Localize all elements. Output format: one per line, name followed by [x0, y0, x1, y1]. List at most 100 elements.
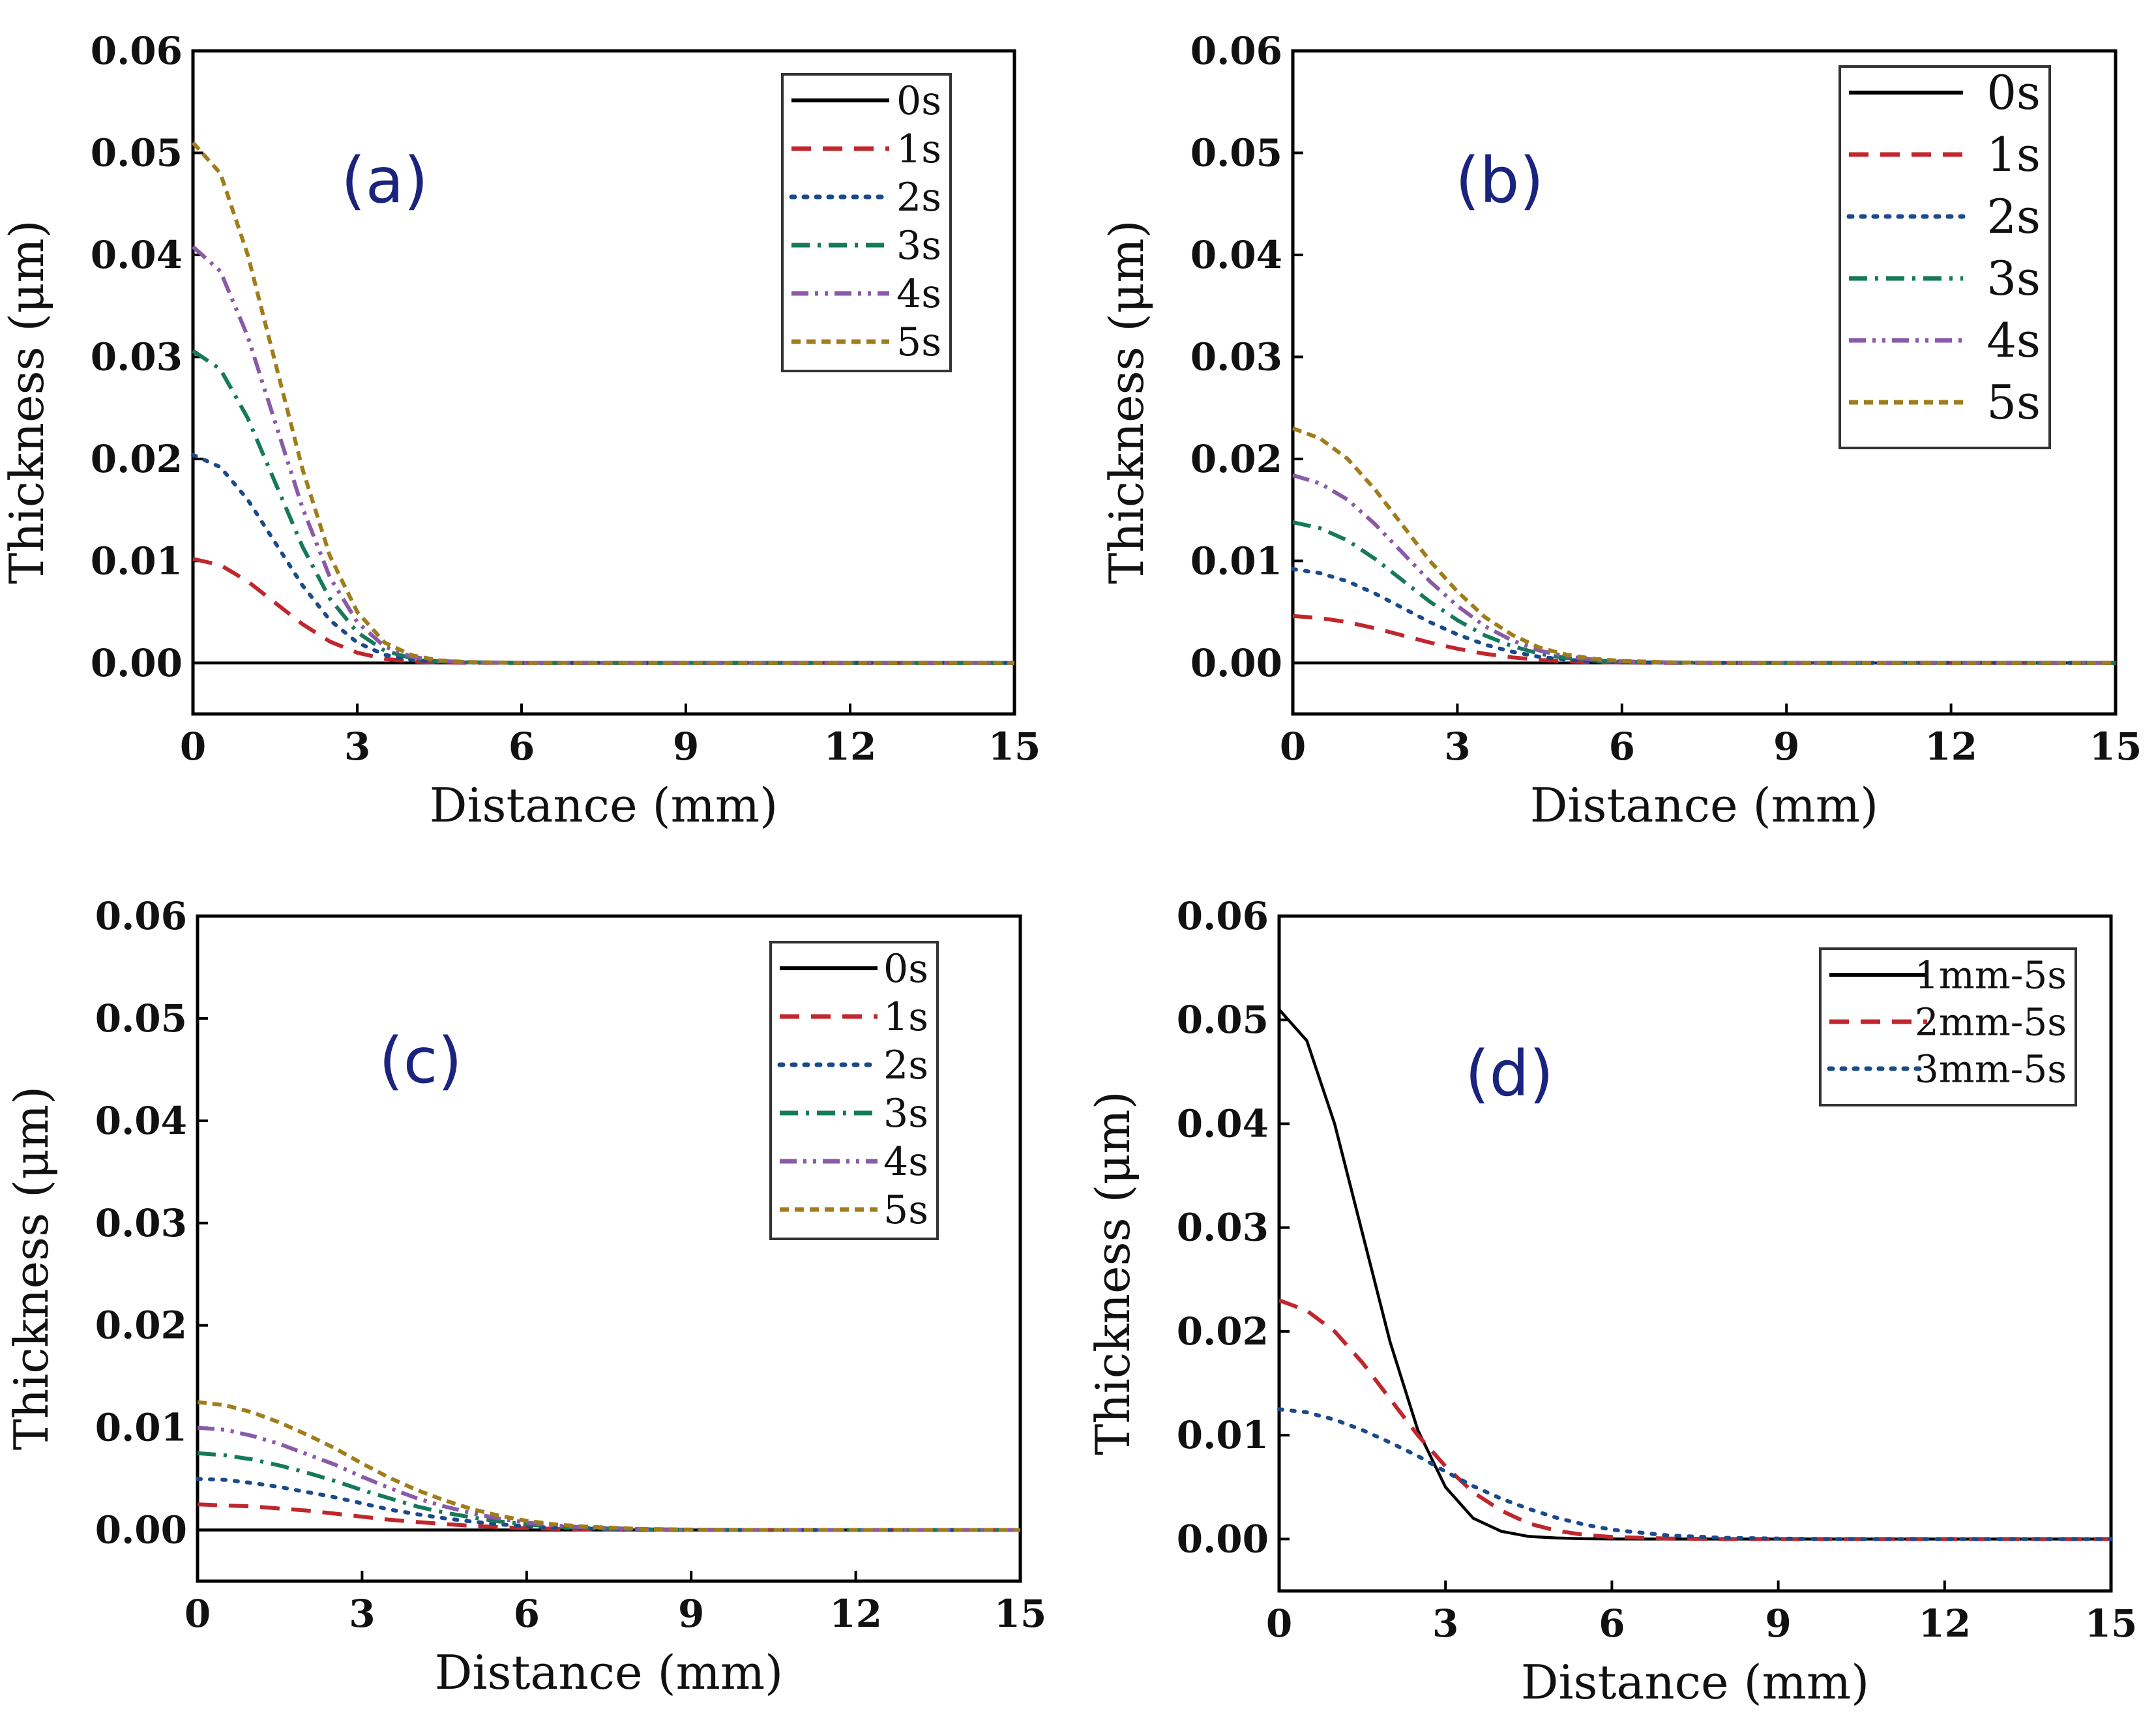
- y-tick-label: 0.04: [95, 1099, 187, 1143]
- x-tick-label: 3: [344, 724, 370, 769]
- x-tick-label: 0: [185, 1592, 211, 1636]
- y-tick-label: 0.05: [95, 996, 187, 1041]
- x-axis-title: Distance (mm): [1521, 1655, 1869, 1710]
- x-tick-label: 12: [824, 724, 877, 769]
- legend-label: 1s: [1986, 127, 2041, 182]
- legend-label: 4s: [883, 1139, 928, 1185]
- x-axis-title: Distance (mm): [1530, 778, 1878, 833]
- x-tick-label: 15: [2085, 1601, 2138, 1646]
- legend-label: 1s: [896, 126, 941, 172]
- x-tick-label: 3: [1444, 724, 1470, 769]
- legend-box: [781, 73, 952, 372]
- legend-label: 0s: [896, 78, 941, 124]
- x-tick-label: 15: [988, 724, 1041, 769]
- chart-panel-3: 0 3 6 9 12 15 0.00 0.01 0.02 0.03 0.04 0.05 0.06 Dist…: [4, 894, 1046, 1700]
- legend-label: 3s: [1986, 251, 2041, 306]
- x-tick-label: 12: [1925, 724, 1977, 769]
- x-tick-label: 6: [1609, 724, 1635, 769]
- series-line-2s: [196, 1477, 1022, 1532]
- y-tick-label: 0.03: [1177, 1206, 1269, 1250]
- series-line-4s: [1292, 473, 2116, 665]
- legend-label: 0s: [1986, 65, 2041, 120]
- series-line-2mm-5s: [1278, 1298, 2111, 1541]
- x-tick-label: 3: [349, 1592, 375, 1636]
- series-line-2s: [1291, 567, 2118, 665]
- series-line-5s: [191, 141, 1014, 665]
- x-tick-label: 0: [1266, 1601, 1292, 1646]
- y-tick-label: 0.03: [1190, 334, 1282, 379]
- legend-label: 4s: [896, 271, 941, 317]
- plot-frame: [191, 49, 1016, 716]
- plot-frame: [1277, 914, 2113, 1593]
- x-tick-label: 9: [673, 724, 699, 769]
- plot-frame: [196, 914, 1022, 1583]
- y-tick-label: 0.00: [1177, 1517, 1269, 1561]
- plot-frame: [1291, 49, 2118, 716]
- legend-label: 3mm-5s: [1915, 1047, 2067, 1091]
- series-line-3s: [197, 1451, 1020, 1532]
- x-tick-label: 6: [514, 1592, 540, 1636]
- chart-panel-2: 0 3 6 9 12 15 0.00 0.01 0.02 0.03 0.04 0.05 0.06 Dist…: [1099, 29, 2142, 833]
- series-line-4s: [191, 245, 1014, 665]
- legend-label: 5s: [1986, 375, 2041, 430]
- y-tick-label: 0.00: [95, 1508, 187, 1552]
- y-axis-title: Thickness (μm): [4, 1086, 59, 1450]
- y-tick-label: 0.05: [1177, 998, 1269, 1042]
- x-tick-label: 0: [1280, 724, 1306, 769]
- y-tick-label: 0.05: [91, 130, 183, 175]
- y-tick-label: 0.02: [1190, 437, 1282, 481]
- x-tick-label: 6: [1599, 1601, 1625, 1646]
- series-line-1s: [192, 557, 1014, 665]
- series-line-5s: [1292, 426, 2116, 665]
- legend-label: 1mm-5s: [1915, 953, 2067, 997]
- chart-panel-1: 0 3 6 9 12 15 0.00 0.01 0.02 0.03 0.04 0.05 0.06 Dist…: [0, 29, 1041, 833]
- y-tick-label: 0.06: [1177, 894, 1269, 938]
- x-tick-label: 9: [678, 1592, 704, 1636]
- series-line-1s: [1292, 614, 2116, 665]
- legend-label: 2s: [1986, 189, 2041, 244]
- x-axis-title: Distance (mm): [430, 778, 778, 833]
- legend-box: [1839, 65, 2051, 449]
- legend-label: 2s: [896, 175, 941, 220]
- y-axis-title: Thickness (μm): [1099, 220, 1154, 584]
- panel-label: (a): [341, 144, 428, 217]
- legend-label: 3s: [896, 223, 941, 269]
- legend-label: 2mm-5s: [1915, 1000, 2067, 1044]
- series-line-5s: [197, 1400, 1020, 1532]
- legend-label: 5s: [883, 1187, 928, 1233]
- y-tick-label: 0.01: [95, 1406, 187, 1450]
- series-line-3s: [192, 349, 1014, 665]
- y-tick-label: 0.00: [91, 641, 183, 685]
- y-tick-label: 0.02: [1177, 1309, 1269, 1354]
- legend-label: 5s: [896, 319, 941, 365]
- y-tick-label: 0.04: [1190, 233, 1282, 277]
- y-tick-label: 0.01: [1190, 539, 1282, 583]
- y-tick-label: 0.06: [91, 29, 183, 73]
- legend-box: [769, 941, 939, 1240]
- series-line-1s: [197, 1502, 1020, 1532]
- y-tick-label: 0.03: [95, 1201, 187, 1245]
- x-tick-label: 12: [1918, 1601, 1971, 1646]
- panel-label: (d): [1465, 1037, 1554, 1110]
- panel-label: (b): [1455, 144, 1544, 217]
- x-tick-label: 6: [509, 724, 535, 769]
- y-tick-label: 0.02: [91, 437, 183, 481]
- y-axis-title: Thickness (μm): [0, 220, 54, 584]
- x-tick-label: 3: [1432, 1601, 1458, 1646]
- chart-panel-4: 0 3 6 9 12 15 0.00 0.01 0.02 0.03 0.04 0.05 0.06 Dist…: [1085, 894, 2137, 1710]
- y-tick-label: 0.01: [1177, 1413, 1269, 1457]
- legend-label: 1s: [883, 994, 928, 1040]
- x-tick-label: 15: [2090, 724, 2142, 769]
- legend-label: 3s: [883, 1091, 928, 1136]
- x-tick-label: 0: [180, 724, 206, 769]
- y-tick-label: 0.05: [1190, 130, 1282, 175]
- panel-label: (c): [379, 1024, 462, 1097]
- y-tick-label: 0.01: [91, 539, 183, 583]
- legend-label: 2s: [883, 1043, 928, 1088]
- series-line-3mm-5s: [1277, 1407, 2113, 1541]
- legend-label: 0s: [883, 946, 928, 992]
